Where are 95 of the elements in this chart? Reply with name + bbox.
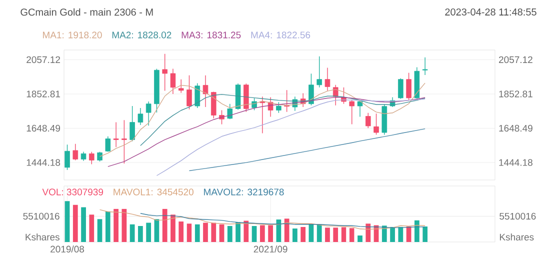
bar xyxy=(154,219,160,242)
text: 5510016 xyxy=(500,212,536,220)
bar xyxy=(227,226,232,242)
candlestick xyxy=(235,83,241,110)
candlestick xyxy=(178,79,184,94)
candlestick xyxy=(186,74,192,110)
candlestick xyxy=(113,122,119,148)
text: MA3: 1831.25 xyxy=(182,32,241,38)
y-tick-label: 2057.12 xyxy=(26,56,60,64)
bar xyxy=(349,228,354,242)
candlestick xyxy=(349,99,355,125)
candlestick xyxy=(202,74,208,108)
candlestick xyxy=(89,151,94,165)
text: MA4: 1822.56 xyxy=(251,32,310,38)
bar xyxy=(382,226,387,242)
bar xyxy=(203,222,208,242)
y2-tick-label: 1444.18 xyxy=(499,159,532,166)
candlestick xyxy=(72,144,78,161)
candlestick xyxy=(227,103,233,120)
candlestick xyxy=(365,112,371,129)
candlestick xyxy=(194,82,200,108)
candlestick xyxy=(122,120,127,164)
candlestick xyxy=(138,108,144,126)
text: Kshares xyxy=(26,233,60,240)
text: MAVOL2: 3219678 xyxy=(204,188,284,196)
bar xyxy=(268,225,273,242)
candlestick xyxy=(308,73,314,106)
bar xyxy=(341,227,346,242)
bar xyxy=(358,235,362,242)
bar xyxy=(81,207,86,242)
bar xyxy=(211,222,216,242)
candlestick xyxy=(170,68,176,94)
y-tick-label: 1648.49 xyxy=(26,124,60,132)
y2-tick-label: 2057.12 xyxy=(498,56,532,64)
bar xyxy=(252,226,257,242)
y-tick-label: 1444.18 xyxy=(26,159,60,166)
bar xyxy=(170,214,176,242)
bar xyxy=(333,228,338,242)
candlestick xyxy=(252,98,257,111)
text: MA1: 1918.20 xyxy=(42,32,102,38)
bar xyxy=(284,218,290,242)
x-tick-label: 2019/08 xyxy=(50,246,84,252)
bar xyxy=(64,201,70,242)
series-label: VOL: 3307939 xyxy=(42,188,104,196)
candlestick xyxy=(276,102,282,114)
candlestick xyxy=(398,78,404,100)
candlestick xyxy=(374,113,379,136)
bar xyxy=(422,226,428,242)
candlestick xyxy=(324,67,330,92)
bar xyxy=(178,222,184,242)
text: 5510016 xyxy=(23,212,60,220)
bar xyxy=(130,224,135,242)
x-tick-label: 2021/09 xyxy=(254,246,288,252)
bar xyxy=(316,224,322,242)
y2-tick-label: 1852.81 xyxy=(499,90,532,98)
candlestick xyxy=(162,54,168,92)
text: MA2: 1828.02 xyxy=(112,32,172,38)
bar xyxy=(97,219,102,242)
bar xyxy=(300,226,306,242)
bar xyxy=(89,214,94,242)
candlestick xyxy=(130,106,135,142)
bar xyxy=(114,208,118,242)
candlestick xyxy=(406,72,412,101)
bar xyxy=(325,228,330,242)
bar xyxy=(390,226,395,242)
bar xyxy=(162,208,168,242)
candlestick xyxy=(97,151,102,162)
candlestick xyxy=(80,151,86,162)
candlestick xyxy=(422,57,428,76)
bar xyxy=(414,220,420,242)
bar xyxy=(186,224,192,242)
y-tick-label: 1852.81 xyxy=(26,90,60,98)
bar xyxy=(244,220,249,242)
bar xyxy=(72,204,78,242)
bar xyxy=(122,208,127,242)
text: Kshares xyxy=(500,233,534,240)
bar xyxy=(292,228,298,242)
bar xyxy=(146,222,152,242)
text: 2023-04-28 11:48:55 xyxy=(445,8,536,16)
bar xyxy=(105,211,110,242)
candlestick xyxy=(244,83,249,112)
bar xyxy=(236,222,240,242)
bar xyxy=(219,224,224,242)
bar xyxy=(366,224,371,242)
candlestick xyxy=(105,136,111,152)
y2-tick-label: 1648.49 xyxy=(499,124,532,132)
candlestick xyxy=(146,101,152,126)
bar xyxy=(138,226,143,242)
chart-title: GCmain Gold - main 2306 - M xyxy=(20,8,153,16)
series-label: MAVOL1: 3454520 xyxy=(114,188,194,196)
bar xyxy=(398,226,404,242)
candlestick xyxy=(64,144,70,170)
bar xyxy=(194,224,200,242)
candlestick xyxy=(316,56,322,88)
bar xyxy=(260,225,265,242)
